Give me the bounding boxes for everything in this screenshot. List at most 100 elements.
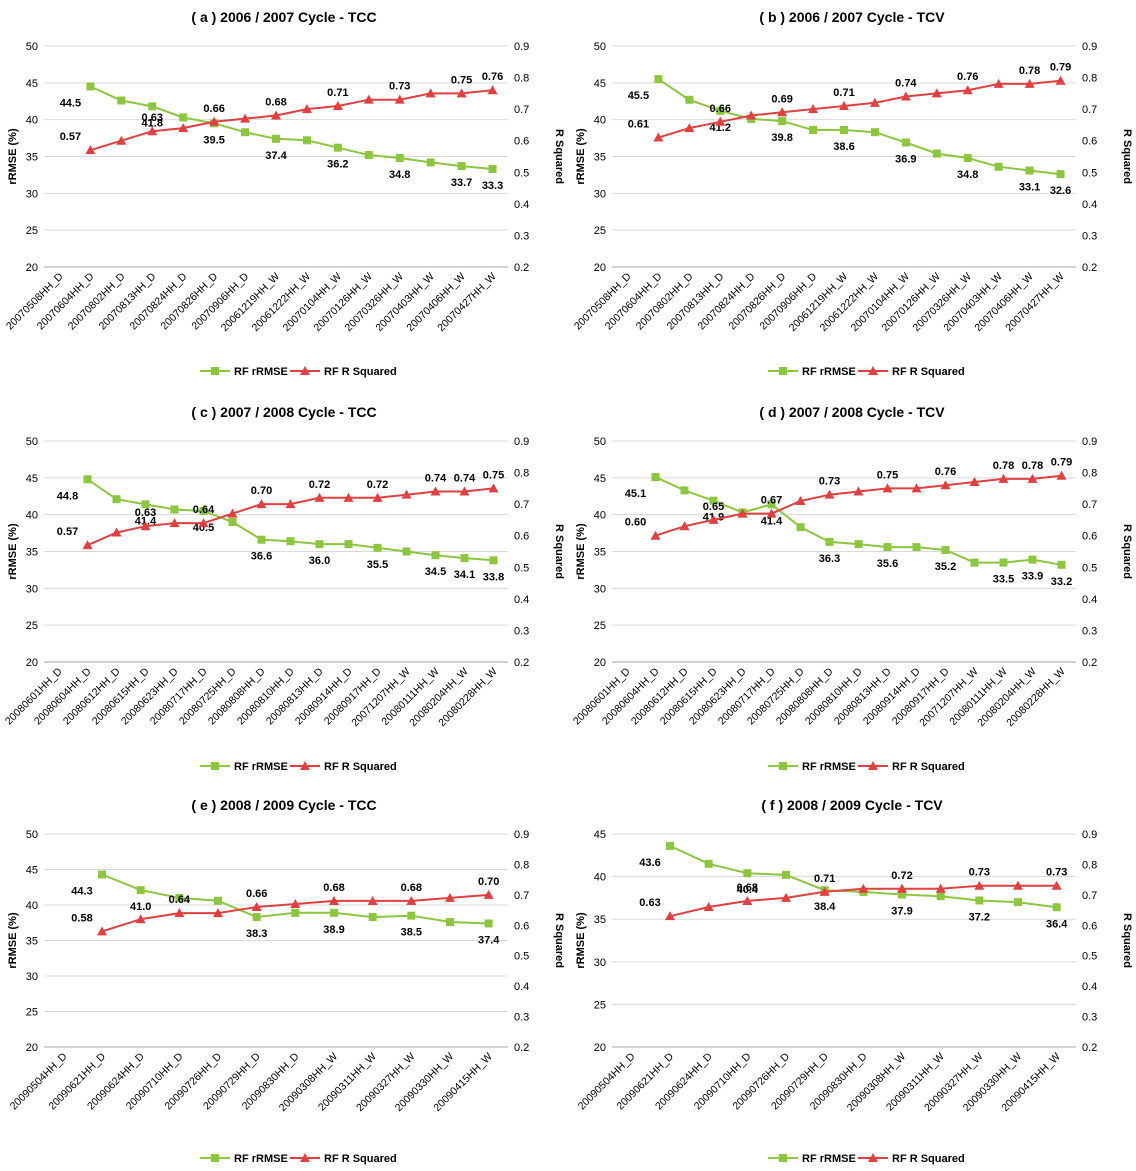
legend-rrmse-marker [779, 762, 787, 770]
r2-data-label: 0.78 [1019, 65, 1040, 77]
rrmse-point-marker [685, 95, 694, 104]
r2-point-marker [935, 883, 946, 893]
rrmse-point-marker [407, 911, 416, 920]
chart-panel-e: ( e ) 2008 / 2009 Cycle - TCC 20 25 30 35 40 4… [7, 797, 565, 1165]
r2-data-label: 0.63 [142, 112, 163, 124]
r2-data-label: 0.71 [814, 873, 835, 885]
r2-data-label: 0.71 [327, 87, 348, 99]
chart-panel-f: ( f ) 2008 / 2009 Cycle - TCV 20 25 30 35 40 4… [575, 797, 1133, 1165]
y2-tick-label: 0.8 [514, 859, 529, 871]
r2-data-label: 0.74 [895, 78, 917, 90]
y-tick-label: 40 [594, 510, 606, 522]
legend-r2-marker [300, 761, 310, 770]
y2-tick-label: 0.9 [514, 436, 529, 448]
y-tick-label: 35 [594, 914, 606, 926]
r2-point-marker [82, 540, 93, 550]
rrmse-point-marker [1025, 166, 1034, 175]
r2-point-marker [301, 104, 312, 114]
y-tick-label: 50 [26, 41, 38, 53]
rrmse-data-label: 41.8 [142, 117, 163, 129]
r2-data-label: 0.73 [819, 476, 840, 488]
rrmse-data-label: 37.2 [969, 911, 990, 923]
r2-data-label: 0.75 [877, 469, 898, 481]
r2-data-label: 0.66 [710, 103, 731, 115]
rrmse-data-label: 36.9 [895, 154, 916, 166]
r2-point-marker [766, 508, 777, 518]
rrmse-point-marker [994, 162, 1003, 171]
rrmse-point-marker [291, 908, 300, 917]
rrmse-point-marker [83, 475, 92, 484]
legend-r2-marker [300, 1153, 310, 1162]
y-tick-label: 25 [26, 225, 38, 237]
y-tick-label: 45 [26, 78, 38, 90]
r2-data-label: 0.76 [935, 466, 956, 478]
y2-tick-label: 0.2 [514, 262, 529, 274]
r2-point-marker [209, 116, 220, 126]
rrmse-point-marker [86, 82, 95, 91]
r2-data-label: 0.74 [454, 473, 476, 485]
r2-data-label: 0.68 [323, 882, 344, 894]
rrmse-point-marker [932, 149, 941, 158]
rrmse-point-marker [782, 870, 790, 879]
r2-series-line [90, 89, 493, 152]
rrmse-point-marker [98, 870, 106, 879]
rrmse-point-marker [175, 893, 184, 902]
legend-r2-label: RF R Squared [892, 1153, 965, 1165]
chart-panel-c: ( c ) 2007 / 2008 Cycle - TCC 20 25 30 35 40 4… [3, 404, 565, 773]
r2-point-marker [367, 895, 378, 905]
rrmse-point-marker [825, 537, 834, 546]
rrmse-data-label: 35.2 [935, 561, 956, 573]
y-tick-label: 50 [594, 436, 606, 448]
r2-point-marker [853, 486, 864, 496]
y2-tick-label: 0.8 [1082, 468, 1097, 480]
rrmse-data-label: 35.6 [877, 558, 898, 570]
r2-point-marker [931, 88, 942, 98]
r2-point-marker [993, 78, 1004, 88]
legend-rrmse-label: RF rRMSE [234, 761, 288, 773]
rrmse-data-label: 41.4 [135, 515, 157, 527]
y2-tick-label: 0.5 [514, 951, 529, 963]
r2-data-label: 0.72 [309, 479, 330, 491]
rrmse-point-marker [457, 162, 466, 171]
rrmse-data-label: 36.6 [251, 551, 272, 563]
y-tick-label: 30 [26, 583, 38, 595]
y-tick-label: 20 [594, 1042, 606, 1054]
rrmse-point-marker [666, 841, 674, 850]
y-tick-label: 35 [26, 936, 38, 948]
y2-tick-label: 0.4 [1082, 199, 1097, 211]
rrmse-data-label: 34.8 [957, 169, 978, 181]
r2-data-label: 0.79 [1050, 62, 1071, 74]
legend-r2-label: RF R Squared [892, 366, 965, 378]
y-axis-label: rRMSE (%) [575, 912, 587, 969]
r2-point-marker [332, 100, 343, 110]
rrmse-point-marker [796, 523, 805, 532]
rrmse-data-label: 38.6 [833, 141, 854, 153]
y-tick-label: 40 [26, 900, 38, 912]
r2-data-label: 0.65 [703, 501, 724, 513]
legend-r2-label: RF R Squared [324, 1153, 397, 1165]
y2-tick-label: 0.8 [514, 73, 529, 85]
y2-tick-label: 0.9 [1082, 436, 1097, 448]
rrmse-data-label: 38.4 [814, 901, 836, 913]
y2-tick-label: 0.7 [514, 104, 529, 116]
r2-point-marker [742, 895, 753, 905]
rrmse-data-label: 32.6 [1050, 185, 1071, 197]
y-axis-label: rRMSE (%) [7, 128, 19, 185]
legend-r2-marker [868, 761, 878, 770]
r2-point-marker [962, 85, 973, 95]
chart-title: ( a ) 2006 / 2007 Cycle - TCC [191, 9, 376, 25]
y-tick-label: 25 [26, 1007, 38, 1019]
rrmse-point-marker [330, 908, 338, 917]
r2-point-marker [329, 895, 339, 905]
r2-point-marker [808, 104, 819, 114]
r2-point-marker [679, 521, 690, 531]
r2-point-marker [372, 492, 383, 502]
r2-point-marker [703, 902, 714, 912]
rrmse-data-label: 43.6 [639, 857, 660, 869]
r2-point-marker [974, 880, 985, 890]
r2-point-marker [897, 883, 907, 893]
rrmse-data-label: 41.4 [761, 515, 783, 527]
rrmse-point-marker [286, 537, 295, 546]
y-tick-label: 40 [594, 115, 606, 127]
y2-tick-label: 0.9 [1082, 41, 1097, 53]
